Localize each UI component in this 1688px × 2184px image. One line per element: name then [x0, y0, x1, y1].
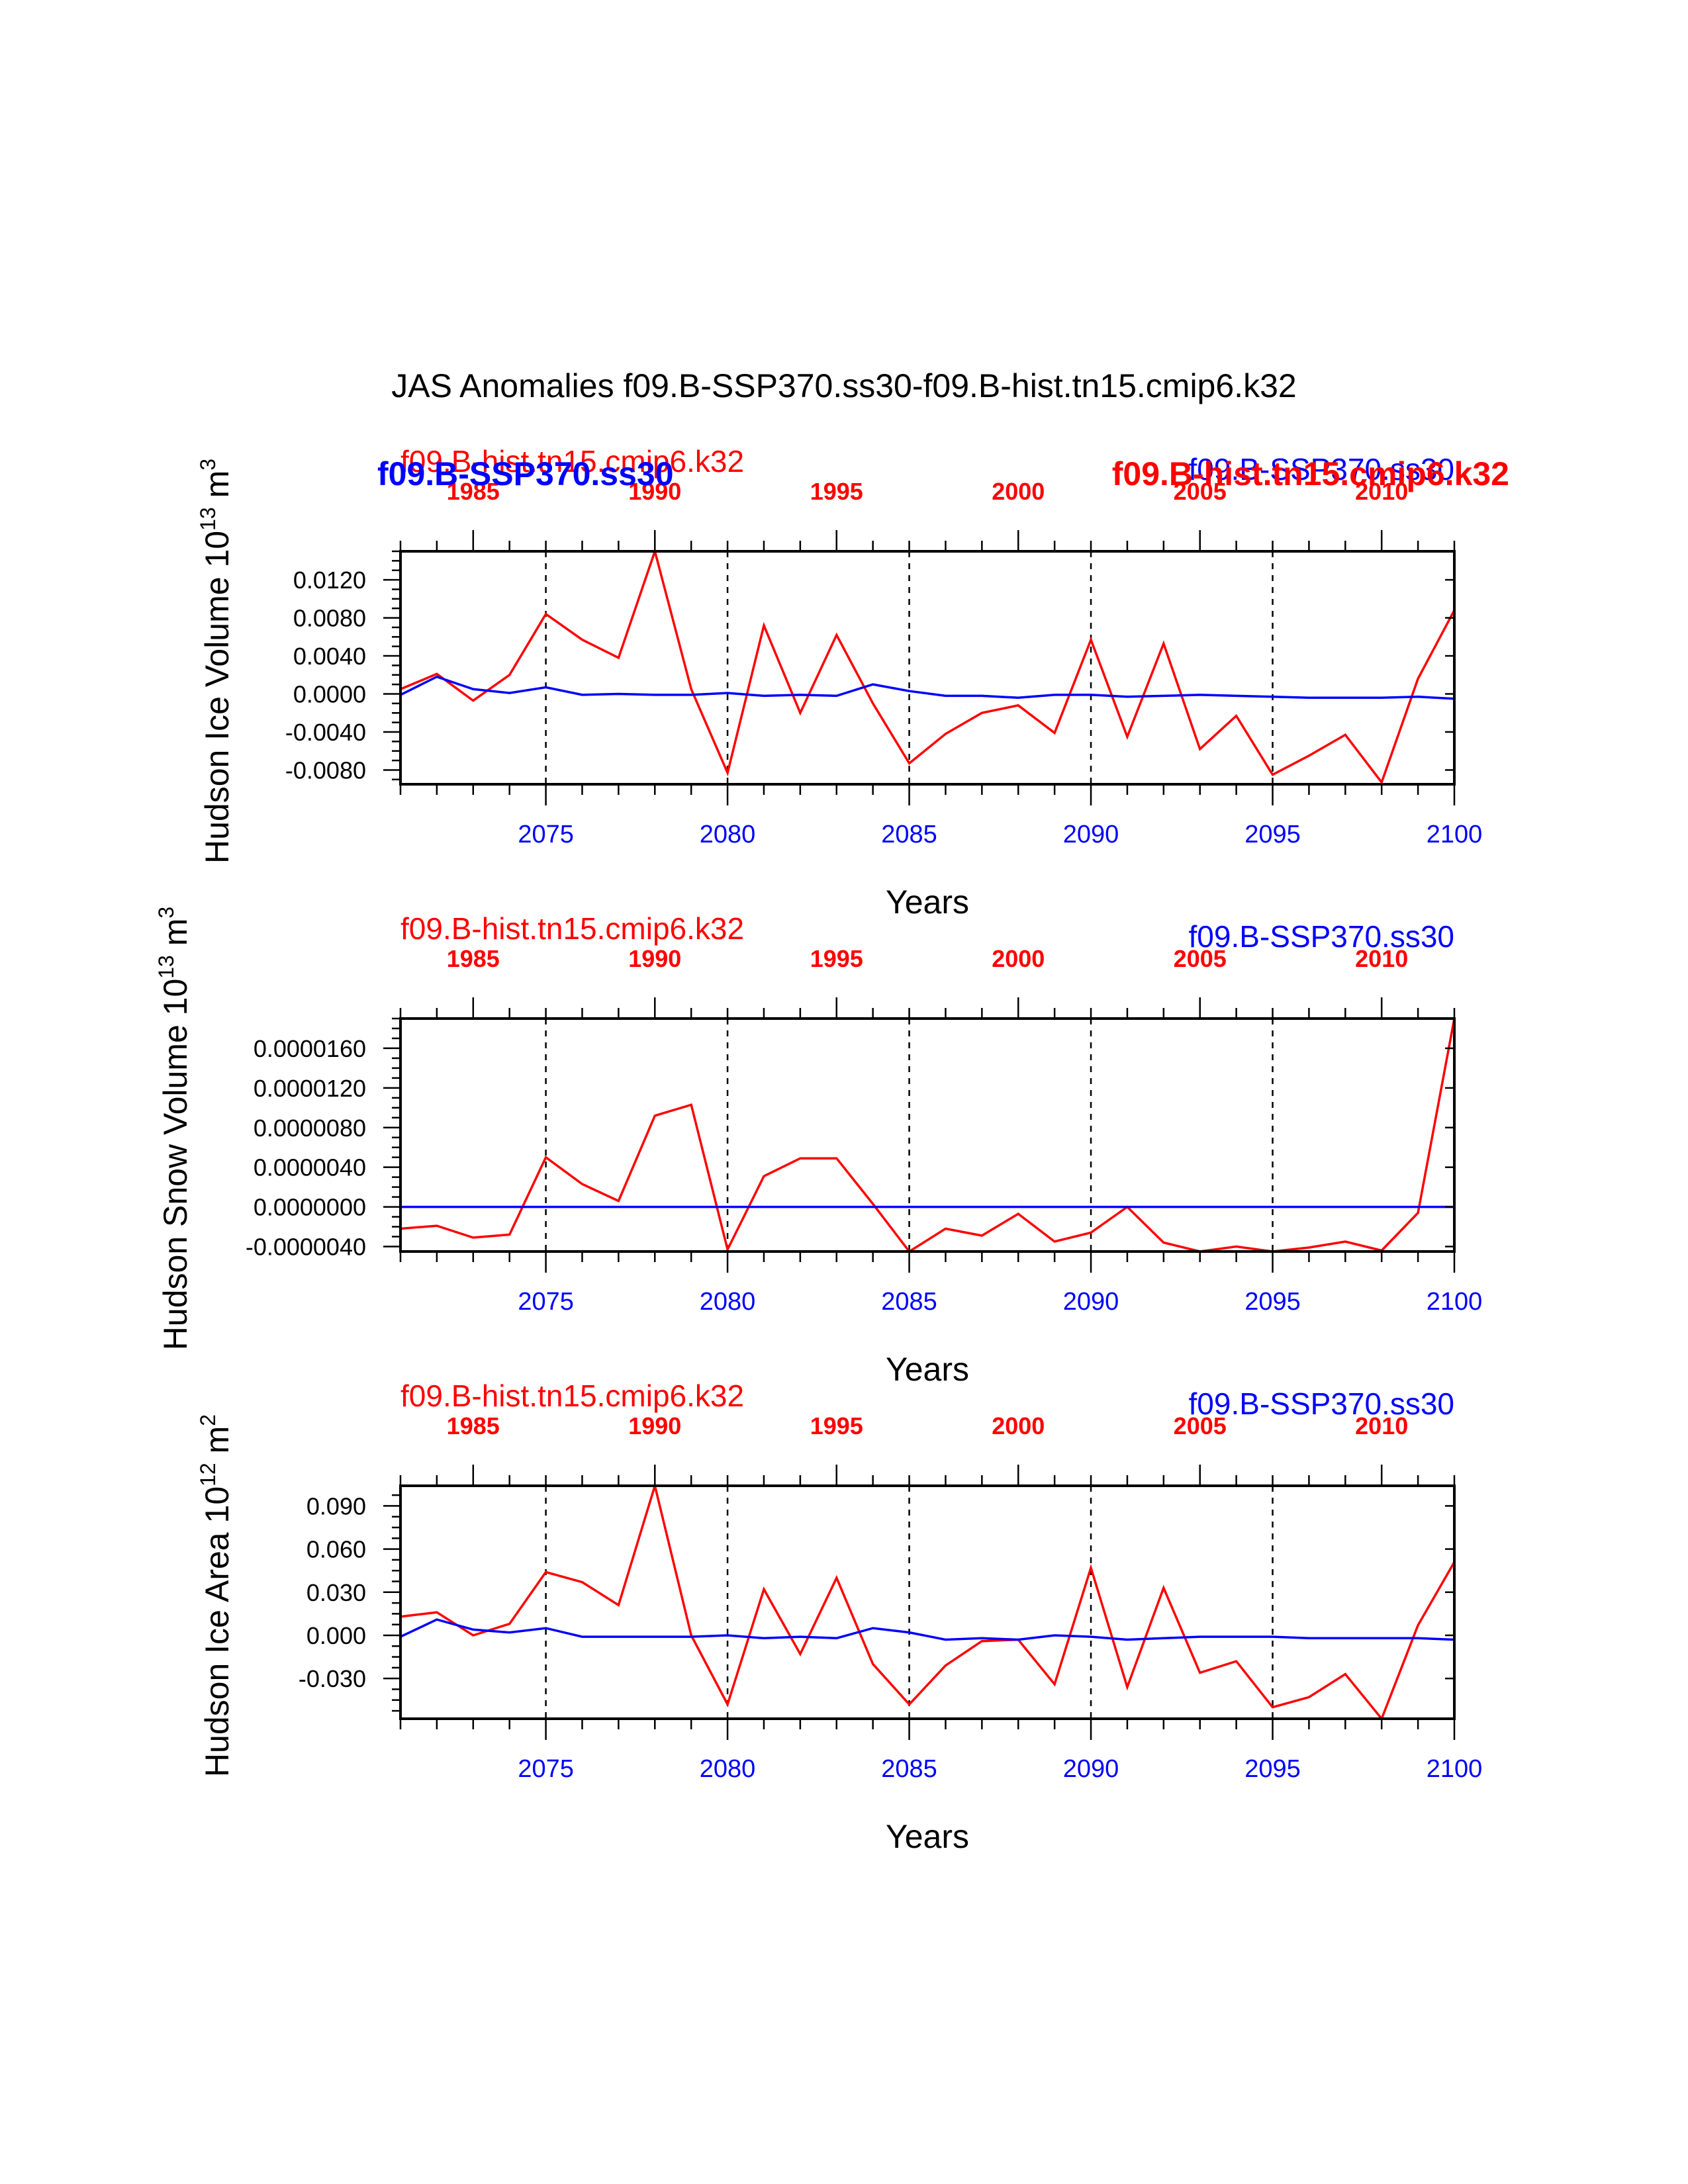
x-tick-label-top: 1985	[447, 945, 500, 972]
x-tick-label-bottom: 2085	[881, 821, 937, 848]
x-tick-label-top: 1990	[628, 945, 681, 972]
y-axis-title: Hudson Ice Area 1012 m2	[196, 1414, 236, 1777]
case-label-ssp: f09.B-SSP370.ss30	[1189, 1387, 1454, 1421]
x-tick-label-bottom: 2085	[881, 1755, 937, 1783]
x-tick-label-top: 2010	[1355, 478, 1408, 505]
case-label-hist: f09.B-hist.tn15.cmip6.k32	[400, 444, 744, 478]
x-tick-label-top: 2005	[1174, 1412, 1227, 1439]
x-tick-label-top: 2005	[1174, 478, 1227, 505]
y-tick-label: -0.0040	[285, 719, 366, 746]
panel-2: 2075 2080 2085 2090 2095 2100 1985 1990 1995 2000…	[154, 907, 1482, 1388]
y-axis-title-part: m	[199, 471, 236, 508]
chart-panels: 2075 2080 2085 2090 2095 2100 1985 1990 1995 2000…	[154, 444, 1509, 1855]
x-tick-label-bottom: 2100	[1427, 1755, 1483, 1783]
x-tick-label-bottom: 2085	[881, 1288, 937, 1316]
y-tick-label: 0.0000040	[254, 1154, 366, 1181]
x-tick-label-bottom: 2095	[1244, 1288, 1301, 1316]
series-line-hist	[400, 1018, 1456, 1253]
x-axis-title: Years	[886, 884, 969, 921]
x-tick-label-top: 1985	[447, 1412, 500, 1439]
y-tick-label: 0.0120	[293, 567, 366, 594]
case-label-hist: f09.B-hist.tn15.cmip6.k32	[400, 911, 744, 946]
x-tick-label-bottom: 2100	[1427, 1288, 1483, 1316]
y-tick-label: -0.0080	[285, 756, 366, 784]
x-tick-label-bottom: 2095	[1244, 821, 1301, 848]
x-tick-label-top: 2005	[1174, 945, 1227, 972]
y-tick-label: 0.0080	[293, 605, 366, 632]
x-tick-label-bottom: 2075	[518, 1755, 574, 1783]
x-axis-title: Years	[886, 1351, 969, 1388]
y-axis-title-exponent: 2	[196, 1414, 220, 1426]
x-tick-label-bottom: 2095	[1244, 1755, 1301, 1783]
x-tick-label-bottom: 2075	[518, 821, 574, 848]
panel-3: 2075 2080 2085 2090 2095 2100 1985 1990 1995 2000…	[196, 1379, 1482, 1855]
series-line-ssp	[400, 675, 1455, 700]
y-tick-label: 0.090	[306, 1492, 366, 1520]
x-tick-label-bottom: 2090	[1063, 1755, 1119, 1783]
y-axis-title-part: Hudson Ice Area 10	[199, 1486, 236, 1777]
y-tick-label: 0.030	[306, 1579, 366, 1606]
y-axis-title-exponent: 13	[196, 507, 220, 531]
x-axis-title: Years	[886, 1818, 969, 1855]
x-tick-label-top: 1990	[628, 478, 681, 505]
panel-1: 2075 2080 2085 2090 2095 2100 1985 1990 1995 2000…	[196, 444, 1509, 921]
case-label-ssp-bold: f09.B-SSP370.ss30	[377, 455, 674, 492]
x-tick-label-top: 2000	[992, 1412, 1045, 1439]
series-line-hist	[400, 1481, 1456, 1721]
y-axis-title-exponent: 12	[196, 1463, 220, 1486]
x-tick-label-bottom: 2090	[1063, 821, 1119, 848]
y-tick-label: -0.030	[299, 1665, 366, 1692]
y-axis-title-part: m	[199, 1426, 236, 1463]
y-axis-title-part: Hudson Snow Volume 10	[157, 979, 194, 1350]
x-tick-label-bottom: 2090	[1063, 1288, 1119, 1316]
case-label-ssp: f09.B-SSP370.ss30	[1189, 452, 1454, 486]
x-tick-label-top: 2010	[1355, 945, 1408, 972]
y-tick-label: 0.0000	[293, 681, 366, 708]
x-tick-label-bottom: 2080	[700, 1288, 756, 1316]
y-tick-label: 0.0040	[293, 643, 366, 670]
y-tick-label: 0.0000120	[254, 1075, 366, 1102]
y-axis-title-part: Hudson Ice Volume 10	[199, 531, 236, 864]
y-axis-title: Hudson Snow Volume 1013 m3	[154, 907, 194, 1350]
series-line-hist	[400, 547, 1456, 785]
x-tick-label-bottom: 2080	[700, 1755, 756, 1783]
y-tick-label: 0.000	[306, 1622, 366, 1649]
x-tick-label-top: 2000	[992, 945, 1045, 972]
x-tick-label-top: 1985	[447, 478, 500, 505]
figure-title: JAS Anomalies f09.B-SSP370.ss30-f09.B-hi…	[391, 367, 1296, 404]
x-tick-label-top: 1995	[810, 1412, 863, 1439]
x-tick-label-bottom: 2080	[700, 821, 756, 848]
y-tick-label: 0.0000080	[254, 1115, 366, 1142]
y-tick-label: 0.0000160	[254, 1035, 366, 1062]
x-tick-label-bottom: 2100	[1427, 821, 1483, 848]
y-axis-title-exponent: 13	[154, 955, 178, 979]
x-tick-label-top: 1995	[810, 478, 863, 505]
y-tick-label: 0.060	[306, 1536, 366, 1563]
x-tick-label-top: 2000	[992, 478, 1045, 505]
y-axis-title: Hudson Ice Volume 1013 m3	[196, 459, 236, 864]
case-label-hist: f09.B-hist.tn15.cmip6.k32	[400, 1379, 744, 1413]
y-tick-label: 0.0000000	[254, 1194, 366, 1221]
case-label-hist-bold: f09.B-hist.tn15.cmip6.k32	[1112, 455, 1509, 492]
y-axis-title-exponent: 3	[154, 907, 178, 919]
x-tick-label-top: 2010	[1355, 1412, 1408, 1439]
x-tick-label-top: 1990	[628, 1412, 681, 1439]
case-label-ssp: f09.B-SSP370.ss30	[1189, 919, 1454, 954]
y-axis-title-exponent: 3	[196, 459, 220, 471]
x-tick-label-bottom: 2075	[518, 1288, 574, 1316]
plot-frame	[399, 550, 1456, 786]
x-tick-label-top: 1995	[810, 945, 863, 972]
series-line-ssp	[400, 1618, 1455, 1641]
y-tick-label: -0.0000040	[246, 1234, 366, 1261]
plot-frame	[399, 1017, 1456, 1253]
y-axis-title-part: m	[157, 919, 194, 956]
